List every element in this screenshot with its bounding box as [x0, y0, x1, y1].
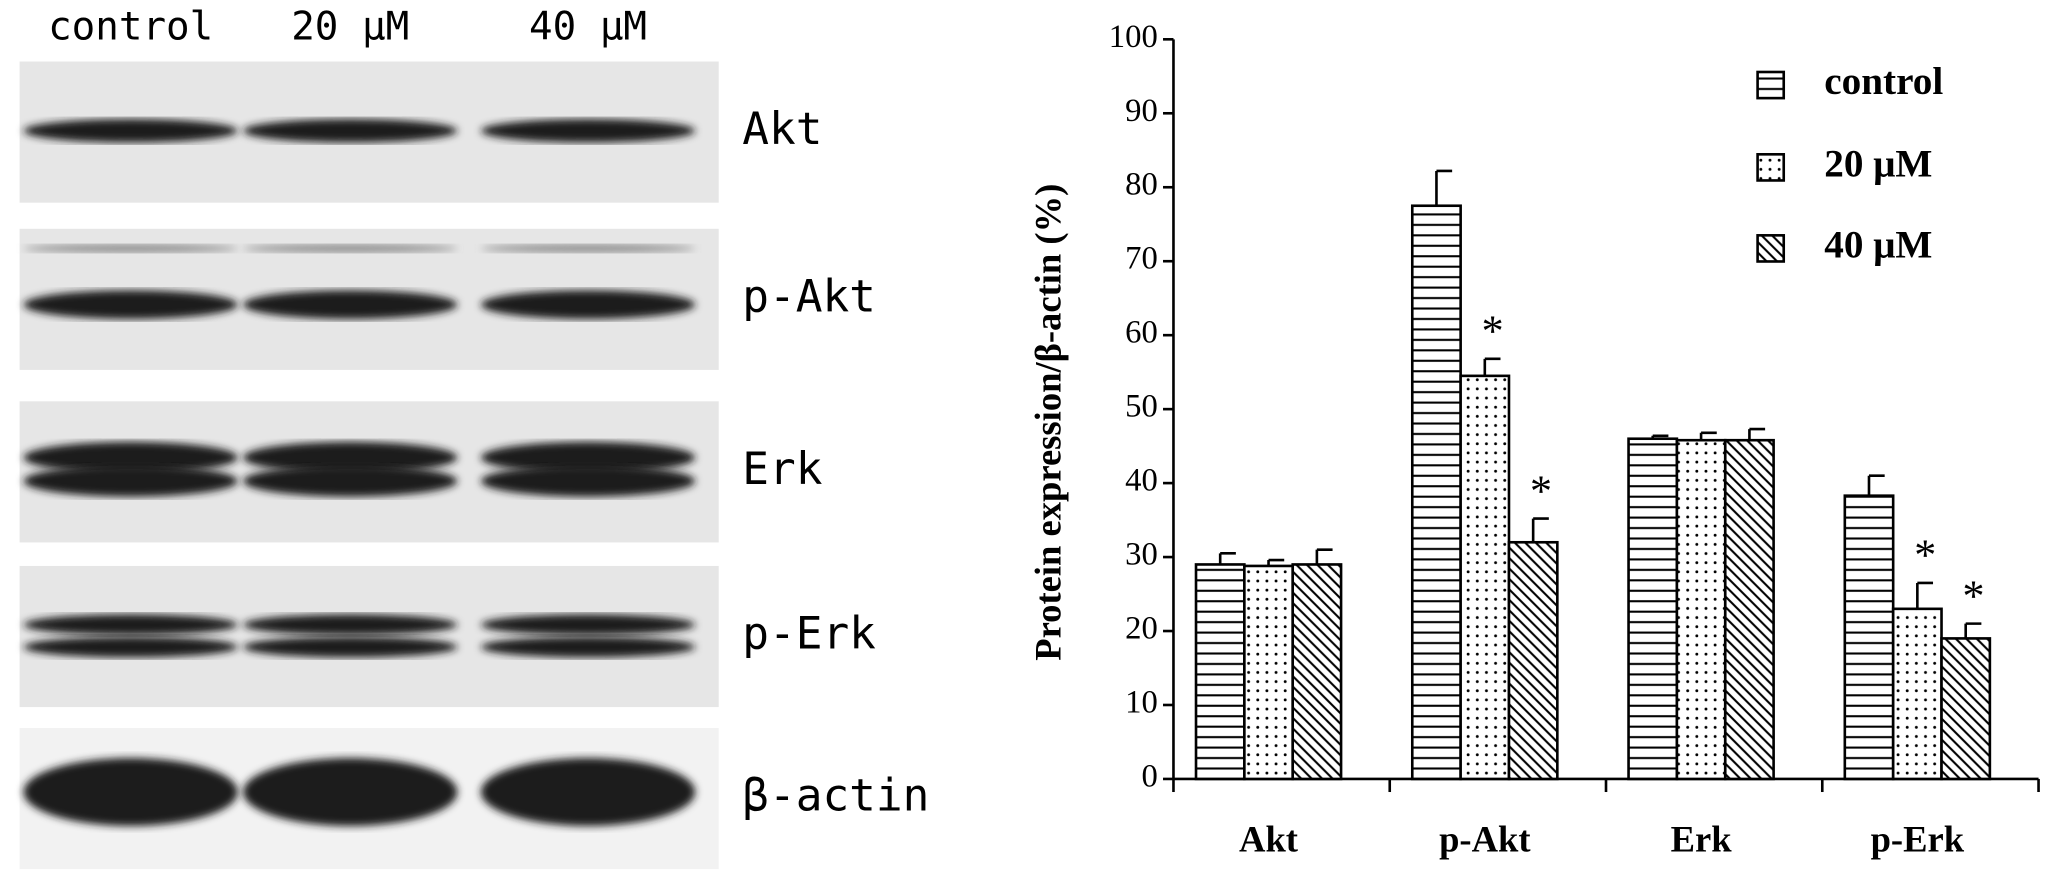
blot-band [243, 441, 458, 474]
blot-band [480, 441, 696, 474]
significance-mark: * [1482, 306, 1504, 356]
significance-mark: * [1962, 570, 1984, 620]
error-bar [1531, 517, 1549, 543]
error-bar [1748, 427, 1766, 441]
y-tick-label: 0 [1141, 758, 1157, 794]
blot-band [480, 119, 696, 143]
blot-band [480, 758, 696, 826]
error-bar [1699, 431, 1717, 441]
y-tick-label: 80 [1125, 167, 1158, 203]
blot-band [480, 465, 696, 497]
blot-band [23, 614, 238, 636]
error-bar [1483, 357, 1501, 376]
y-tick-label: 50 [1125, 389, 1158, 425]
error-bar [1867, 474, 1885, 496]
blot-band [243, 119, 458, 143]
legend-swatch [1756, 153, 1786, 182]
error-bar [1267, 558, 1285, 566]
blot-band [480, 614, 696, 636]
band-label: Erk [742, 444, 822, 495]
bar [1891, 607, 1943, 781]
legend-swatch [1756, 70, 1786, 100]
bar [1507, 540, 1559, 781]
blot-band [243, 465, 458, 497]
y-tick-label: 20 [1125, 611, 1158, 647]
band-label: p-Akt [742, 271, 876, 322]
x-tick-label: Erk [1671, 818, 1733, 859]
bar [1723, 438, 1775, 781]
blot-panel [19, 565, 719, 708]
blot-band [243, 636, 458, 658]
legend-label: control [1824, 60, 1943, 103]
blot-band [23, 636, 238, 658]
error-bar [1218, 552, 1236, 565]
error-bar [1651, 434, 1669, 439]
significance-mark: * [1530, 465, 1552, 515]
x-tick-label: p-Erk [1871, 818, 1965, 859]
bar [1410, 204, 1462, 781]
y-axis-label: Protein expression/β-actin (%) [1027, 184, 1068, 661]
legend-label: 20 μM [1824, 142, 1932, 185]
blot-band [243, 290, 458, 319]
x-tick-label: p-Akt [1439, 818, 1531, 859]
blot-band [243, 244, 458, 253]
lane-label: control [48, 4, 213, 49]
lane-label: 20 μM [291, 4, 409, 49]
band-label: Akt [742, 104, 822, 155]
band-label: β-actin [742, 771, 929, 822]
blot-band [23, 441, 238, 474]
lane-label: 40 μM [529, 4, 647, 49]
bar [1627, 437, 1679, 781]
bar-chart: 0 10 20 30 40 50 60 70 80 90 100 Protein expression… [1027, 19, 2040, 859]
blot-band [23, 119, 238, 143]
blot-band [243, 758, 458, 826]
significance-mark: * [1914, 530, 1936, 580]
western-blot: control 20 μM 40 μM Akt p-Akt Erk p-Erk β-actin [19, 4, 929, 870]
blot-band [243, 614, 458, 636]
legend-label: 40 μM [1824, 223, 1932, 266]
bar [1843, 494, 1895, 781]
blot-band [23, 465, 238, 497]
bar [1459, 374, 1511, 781]
y-tick-label: 100 [1109, 19, 1158, 55]
error-bar [1964, 622, 1982, 639]
band-label: p-Erk [742, 609, 876, 660]
blot-band [23, 290, 238, 319]
error-bar [1315, 548, 1333, 565]
bar [1194, 563, 1246, 781]
y-tick-label: 90 [1125, 93, 1158, 129]
y-tick-label: 40 [1125, 463, 1158, 499]
y-tick-label: 70 [1125, 241, 1158, 277]
blot-band [480, 290, 696, 319]
blot-band [480, 636, 696, 658]
y-tick-label: 60 [1125, 315, 1158, 351]
bar [1243, 564, 1295, 781]
error-bar [1916, 581, 1934, 609]
error-bar [1435, 169, 1453, 206]
bar [1940, 637, 1992, 781]
y-tick-label: 10 [1125, 684, 1158, 720]
x-tick-label: Akt [1239, 818, 1299, 859]
bar [1675, 438, 1727, 781]
y-tick-label: 30 [1125, 537, 1158, 573]
blot-band [23, 758, 238, 826]
legend-swatch [1756, 234, 1786, 263]
blot-band [23, 244, 238, 253]
bar [1291, 563, 1343, 781]
blot-band [480, 244, 696, 253]
